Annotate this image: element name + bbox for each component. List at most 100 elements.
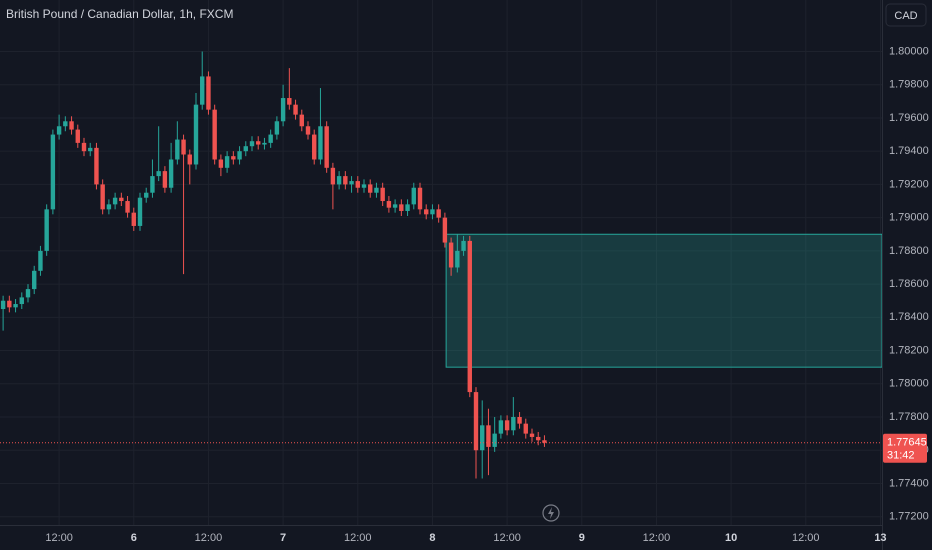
candle-body: [405, 204, 410, 211]
candle-body: [13, 304, 18, 308]
candle-body: [181, 139, 186, 155]
candle-body: [529, 433, 535, 437]
candle-body: [25, 289, 31, 298]
candle-body: [324, 126, 329, 168]
countdown-label: 31:42: [887, 450, 915, 462]
candle-body: [150, 176, 155, 193]
candle-body: [380, 187, 385, 202]
candle-body: [411, 187, 416, 205]
candle-body: [293, 104, 298, 115]
candle-body: [56, 126, 62, 135]
flash-icon[interactable]: [542, 504, 560, 522]
candle-body: [88, 147, 93, 152]
candle-body: [50, 134, 56, 210]
candle-body: [100, 184, 105, 210]
candle-body: [542, 440, 547, 443]
candle-body: [498, 420, 504, 434]
candle-body: [424, 209, 429, 215]
candle-body: [200, 76, 205, 105]
candle-body: [94, 147, 99, 185]
candle-body: [212, 109, 217, 160]
x-tick-label: 12:00: [344, 532, 372, 544]
candle-body: [461, 240, 466, 251]
candle-body: [480, 425, 485, 451]
y-tick-label: 1.79200: [889, 178, 929, 190]
candle-body: [467, 240, 472, 393]
candle-body: [511, 417, 516, 431]
x-tick-label: 6: [131, 532, 137, 544]
candle-body: [287, 98, 292, 105]
candle-body: [224, 156, 230, 168]
candle-body: [256, 141, 261, 145]
x-tick-label: 12:00: [493, 532, 521, 544]
candle-body: [299, 114, 304, 127]
candle-body: [399, 204, 404, 211]
candle-body: [231, 156, 236, 160]
candle-body: [448, 242, 454, 268]
candle-body: [305, 126, 311, 135]
candle-body: [417, 187, 423, 210]
candle-body: [168, 159, 174, 188]
candle-body: [355, 181, 360, 188]
candle-body: [330, 167, 336, 185]
candle-body: [175, 139, 180, 160]
candle-body: [156, 171, 161, 177]
candle-body: [131, 212, 136, 226]
y-tick-label: 1.78000: [889, 378, 929, 390]
candle-body: [206, 76, 211, 110]
candle-body: [237, 151, 242, 160]
candle-body: [343, 176, 348, 185]
y-tick-label: 1.80000: [889, 45, 929, 57]
currency-label[interactable]: CAD: [894, 10, 917, 22]
y-tick-label: 1.79400: [889, 145, 929, 157]
candle-body: [0, 300, 6, 310]
candle-body: [119, 197, 124, 202]
candle-body: [492, 433, 497, 447]
x-tick-label: 13: [874, 532, 886, 544]
candle-body: [218, 159, 224, 168]
y-tick-label: 1.77200: [889, 511, 929, 523]
x-tick-label: 12:00: [45, 532, 73, 544]
candle-body: [368, 184, 373, 193]
candle-body: [81, 142, 87, 152]
candle-body: [374, 187, 379, 193]
y-tick-label: 1.77400: [889, 477, 929, 489]
y-tick-label: 1.78400: [889, 311, 929, 323]
candle-body: [144, 192, 149, 198]
y-tick-label: 1.78600: [889, 278, 929, 290]
candle-body: [249, 141, 255, 147]
y-tick-label: 1.79600: [889, 112, 929, 124]
candle-body: [486, 425, 491, 447]
candle-body: [473, 392, 479, 451]
candle-body: [455, 250, 460, 268]
candle-body: [262, 142, 267, 145]
y-tick-label: 1.79000: [889, 212, 929, 224]
x-tick-label: 7: [280, 532, 286, 544]
candle-body: [112, 197, 118, 205]
currency-button[interactable]: [885, 3, 927, 27]
candle-body: [125, 201, 130, 213]
candle-body: [187, 154, 192, 165]
candle-body: [349, 181, 354, 185]
y-tick-label: 1.78200: [889, 344, 929, 356]
candle-body: [38, 250, 43, 271]
x-tick-label: 9: [579, 532, 585, 544]
candle-body: [523, 423, 528, 434]
candle-body: [386, 201, 392, 208]
candle-body: [361, 184, 367, 188]
y-tick-label: 1.79800: [889, 79, 929, 91]
y-tick-label: 1.78800: [889, 245, 929, 257]
candle-body: [162, 171, 168, 188]
candle-body: [193, 104, 199, 165]
y-tick-label: 1.77800: [889, 411, 929, 423]
candle-body: [243, 146, 248, 152]
candle-body: [442, 217, 448, 243]
candle-body: [44, 209, 49, 251]
candle-body: [63, 121, 68, 127]
zone-box: [445, 233, 883, 368]
chart-title: British Pound / Canadian Dollar, 1h, FXC…: [6, 7, 233, 21]
candle-body: [19, 297, 24, 305]
candle-body: [336, 176, 342, 185]
candle-body: [312, 134, 317, 160]
